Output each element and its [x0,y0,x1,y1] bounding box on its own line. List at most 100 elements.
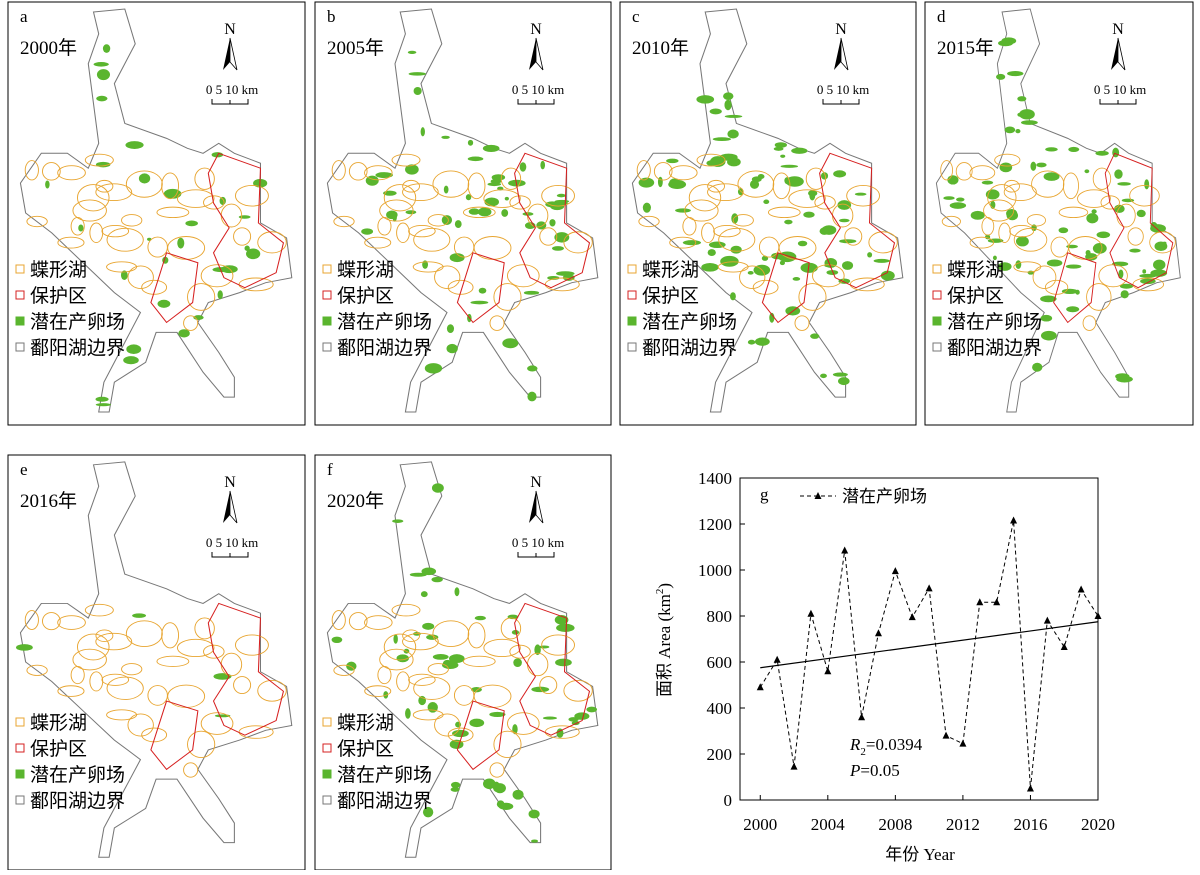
scale-label: 0 5 10 km [817,82,869,97]
spawning-patch [527,392,536,402]
figure: g 年份 Year 面积 Area (km2) R2=0.0394 P=0.05… [0,0,1200,870]
spawning-patch [720,256,738,267]
spawning-patch [78,225,83,232]
legend-label: 鄱阳湖边界 [30,790,125,812]
spawning-patch [998,40,1013,46]
spawning-patch [838,377,850,385]
legend-label: 潜在产卵场 [30,311,125,333]
spawning-patch [513,658,522,667]
spawning-patch [701,263,718,272]
north-label: N [835,21,847,38]
legend-swatch [323,770,331,778]
spawning-patch [731,213,738,223]
data-point [824,667,831,674]
spawning-patch [543,717,557,720]
spawning-patch [1086,250,1091,256]
spawning-patch [1075,290,1079,295]
panel-letter: b [327,7,336,26]
spawning-patch [791,148,807,154]
spawning-patch [1091,209,1096,213]
spawning-patch [774,147,784,151]
spawning-patch [1114,205,1125,213]
legend-label: 潜在产卵场 [337,311,432,333]
legend-swatch [16,291,24,299]
legend-swatch [323,317,331,325]
spawning-patch [1000,162,1013,172]
data-point [1044,617,1051,624]
spawning-patch [125,141,143,149]
spawning-patch [483,778,496,789]
spawning-patch [96,397,109,402]
spawning-patch [643,203,651,213]
spawning-patch [549,219,555,226]
spawning-patch [956,198,965,202]
spawning-patch [1016,236,1029,246]
legend-swatch [16,718,24,726]
spawning-patch [833,373,848,377]
spawning-patch [855,193,867,196]
legend-label: 鄱阳湖边界 [337,337,432,359]
spawning-patch [996,74,1005,80]
spawning-patch [1142,269,1146,273]
spawning-patch [405,708,411,719]
north-label: N [1112,21,1124,38]
spawning-patch [842,261,853,270]
data-point [841,546,848,553]
data-point [926,584,933,591]
spawning-patch [475,616,486,620]
p-annotation: P=0.05 [849,761,900,780]
spawning-patch [820,374,827,378]
legend-label: 蝶形湖 [337,712,394,734]
spawning-patch [943,196,954,200]
spawning-patch [730,292,736,300]
spawning-patch [1068,147,1079,152]
spawning-patch [470,301,488,305]
y-label-main: 面积 Area (km [655,594,674,697]
spawning-patch [1137,210,1146,217]
data-point [757,683,764,690]
spawning-patch [393,634,397,644]
spawning-patch [45,180,49,188]
spawning-patch [724,100,731,111]
map-panel: f2020年N0 5 10 km蝶形湖保护区潜在产卵场鄱阳湖边界 [315,455,611,870]
spawning-patch [755,338,770,346]
spawning-patch [1036,163,1046,168]
spawning-patch [713,137,731,141]
spawning-patch [683,240,701,245]
spawning-patch [971,211,985,220]
legend-label: 蝶形湖 [642,259,699,281]
spawning-patch [422,623,434,630]
spawning-patch [1045,147,1058,151]
x-tick-label: 2020 [1081,815,1115,834]
spawning-patch [820,227,830,234]
panel-year: 2016年 [20,490,77,512]
spawning-patch [246,248,260,259]
spawning-patch [16,644,33,651]
p-value: =0.05 [860,761,899,780]
spawning-patch [468,157,484,162]
x-tick-label: 2000 [743,815,777,834]
spawning-patch [529,810,540,819]
spawning-patch [1015,260,1021,269]
spawning-patch [750,180,759,189]
legend-swatch [16,265,24,273]
r2-value: =0.0394 [866,735,923,754]
legend-label: 保护区 [30,285,87,307]
spawning-patch [455,587,460,596]
y-tick-label: 1400 [698,469,732,488]
spawning-patch [810,333,819,338]
spawning-patch [1093,243,1107,254]
spawning-patch [555,659,572,667]
spawning-patch [1041,331,1057,341]
spawning-patch [451,787,460,792]
spawning-patch [874,259,890,263]
spawning-patch [505,197,509,201]
data-line [760,521,1098,789]
spawning-patch [1129,249,1141,253]
data-point [1078,586,1085,593]
spawning-patch [781,165,799,168]
spawning-patch [727,130,738,139]
spawning-patch [447,324,454,333]
spawning-patch [512,630,519,635]
spawning-patch [441,136,449,139]
